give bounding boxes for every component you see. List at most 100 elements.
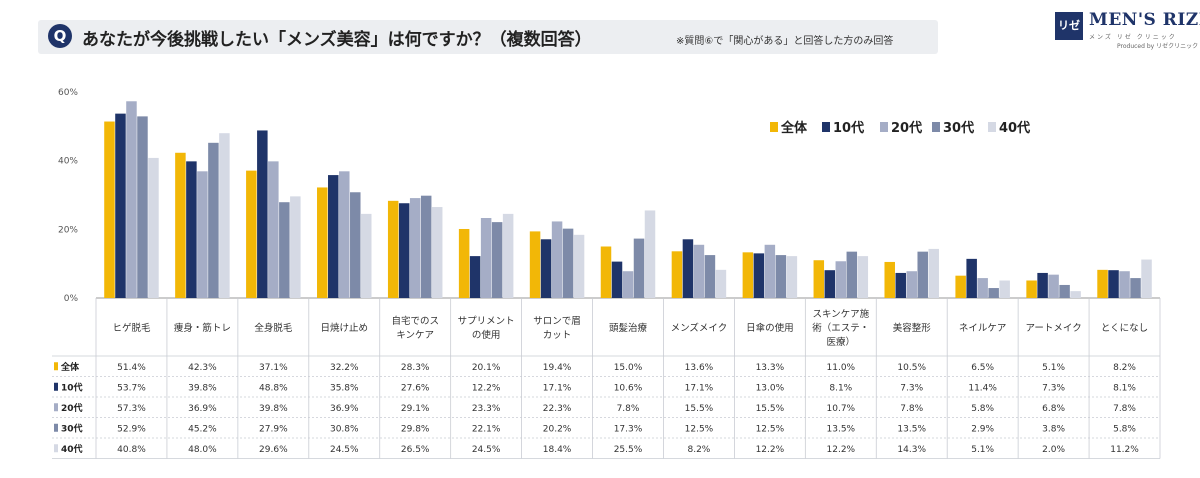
bar-20代-2 bbox=[268, 161, 279, 298]
bar-全体-6 bbox=[529, 231, 541, 298]
bar-全体-12 bbox=[955, 275, 966, 298]
data-label-全体-14: 8.2% bbox=[1113, 363, 1136, 373]
data-label-10代-2: 48.8% bbox=[259, 383, 288, 393]
data-label-全体-11: 10.5% bbox=[897, 363, 926, 373]
bar-40代-12 bbox=[999, 280, 1010, 298]
bar-10代-6 bbox=[540, 239, 552, 298]
data-label-全体-6: 19.4% bbox=[543, 363, 572, 373]
data-label-全体-12: 6.5% bbox=[971, 363, 994, 373]
data-label-全体-10: 11.0% bbox=[827, 363, 856, 373]
brand-logo: リゼ MEN'S RIZE メンズ リゼ クリニック Produced by リ… bbox=[1055, 10, 1200, 56]
bar-30代-4 bbox=[420, 195, 432, 298]
data-label-20代-7: 7.8% bbox=[617, 404, 640, 414]
data-label-10代-6: 17.1% bbox=[543, 383, 572, 393]
bar-30代-12 bbox=[988, 288, 999, 298]
data-label-40代-12: 5.1% bbox=[971, 445, 994, 455]
bar-40代-6 bbox=[573, 234, 585, 298]
bar-30代-6 bbox=[562, 228, 574, 298]
legend-swatch-10代 bbox=[822, 122, 830, 132]
data-label-10代-14: 8.1% bbox=[1113, 383, 1136, 393]
legend-swatch-30代 bbox=[932, 122, 940, 132]
data-label-40代-14: 11.2% bbox=[1110, 445, 1139, 455]
data-label-40代-11: 14.3% bbox=[897, 445, 926, 455]
data-label-30代-5: 22.1% bbox=[472, 424, 501, 434]
data-label-10代-8: 17.1% bbox=[685, 383, 714, 393]
data-label-40代-0: 40.8% bbox=[117, 445, 146, 455]
data-label-10代-10: 8.1% bbox=[829, 383, 852, 393]
category-label-10-0: スキンケア施 bbox=[812, 308, 869, 320]
row-header-全体: 全体 bbox=[60, 361, 80, 373]
category-label-7-0: 頭髪治療 bbox=[609, 322, 648, 334]
bar-20代-8 bbox=[693, 244, 705, 298]
question-badge: Q bbox=[48, 24, 72, 48]
category-label-5-1: の使用 bbox=[472, 329, 501, 341]
bar-30代-0 bbox=[137, 116, 148, 298]
data-label-30代-8: 12.5% bbox=[685, 424, 714, 434]
data-label-20代-1: 36.9% bbox=[188, 404, 217, 414]
data-label-40代-4: 26.5% bbox=[401, 445, 430, 455]
bar-10代-12 bbox=[966, 258, 977, 298]
data-label-40代-9: 12.2% bbox=[756, 445, 785, 455]
bar-全体-10 bbox=[813, 260, 825, 298]
bar-全体-13 bbox=[1026, 280, 1037, 298]
legend-label-20代: 20代 bbox=[891, 120, 922, 136]
bar-全体-7 bbox=[600, 246, 612, 298]
bar-30代-8 bbox=[704, 255, 716, 298]
bar-全体-1 bbox=[175, 152, 186, 298]
bar-40代-8 bbox=[715, 269, 727, 298]
data-label-20代-3: 36.9% bbox=[330, 404, 359, 414]
bar-30代-5 bbox=[491, 222, 503, 298]
data-label-20代-9: 15.5% bbox=[756, 404, 785, 414]
data-label-30代-10: 13.5% bbox=[827, 424, 856, 434]
bar-40代-11 bbox=[928, 248, 939, 298]
data-label-全体-5: 20.1% bbox=[472, 363, 501, 373]
data-label-40代-2: 29.6% bbox=[259, 445, 288, 455]
y-tick-label: 40% bbox=[58, 157, 78, 167]
bar-10代-4 bbox=[398, 203, 410, 298]
bar-全体-4 bbox=[387, 200, 399, 298]
data-label-10代-3: 35.8% bbox=[330, 383, 359, 393]
legend-label-30代: 30代 bbox=[943, 120, 974, 136]
data-label-全体-4: 28.3% bbox=[401, 363, 430, 373]
bar-20代-10 bbox=[835, 261, 847, 298]
bar-10代-8 bbox=[682, 239, 694, 298]
bar-10代-10 bbox=[824, 270, 836, 298]
legend-label-40代: 40代 bbox=[999, 120, 1030, 136]
legend-swatch-20代 bbox=[880, 122, 888, 132]
row-swatch-20代 bbox=[54, 403, 58, 412]
bar-40代-10 bbox=[857, 256, 869, 298]
bar-30代-9 bbox=[775, 255, 787, 298]
category-label-3-0: 日焼け止め bbox=[321, 322, 369, 334]
bar-20代-12 bbox=[977, 278, 988, 298]
bar-30代-1 bbox=[208, 142, 219, 298]
data-label-30代-4: 29.8% bbox=[401, 424, 430, 434]
y-tick-label: 20% bbox=[58, 225, 78, 235]
bar-10代-5 bbox=[469, 256, 481, 298]
data-label-40代-8: 8.2% bbox=[687, 445, 710, 455]
bar-40代-13 bbox=[1070, 291, 1081, 298]
bar-40代-0 bbox=[148, 157, 159, 298]
bar-40代-5 bbox=[502, 213, 514, 298]
bar-30代-14 bbox=[1130, 278, 1141, 298]
category-label-6-0: サロンで眉 bbox=[533, 316, 581, 327]
bar-20代-7 bbox=[622, 271, 634, 298]
data-label-30代-1: 45.2% bbox=[188, 424, 217, 434]
legend-swatch-全体 bbox=[770, 122, 778, 132]
category-label-6-1: カット bbox=[543, 330, 572, 341]
bar-30代-7 bbox=[633, 238, 645, 298]
legend-swatch-40代 bbox=[988, 122, 996, 132]
data-label-20代-4: 29.1% bbox=[401, 404, 430, 414]
row-swatch-40代 bbox=[54, 444, 58, 453]
category-label-9-0: 日傘の使用 bbox=[746, 322, 794, 334]
bar-20代-9 bbox=[764, 244, 776, 298]
row-swatch-全体 bbox=[54, 362, 58, 371]
bar-20代-6 bbox=[551, 221, 563, 298]
category-label-12-0: ネイルケア bbox=[959, 323, 1007, 334]
row-header-10代: 10代 bbox=[61, 381, 83, 393]
data-label-全体-13: 5.1% bbox=[1042, 363, 1065, 373]
data-label-10代-4: 27.6% bbox=[401, 383, 430, 393]
data-label-全体-3: 32.2% bbox=[330, 363, 359, 373]
bar-20代-5 bbox=[480, 218, 492, 298]
category-label-10-2: 医療） bbox=[827, 336, 856, 348]
